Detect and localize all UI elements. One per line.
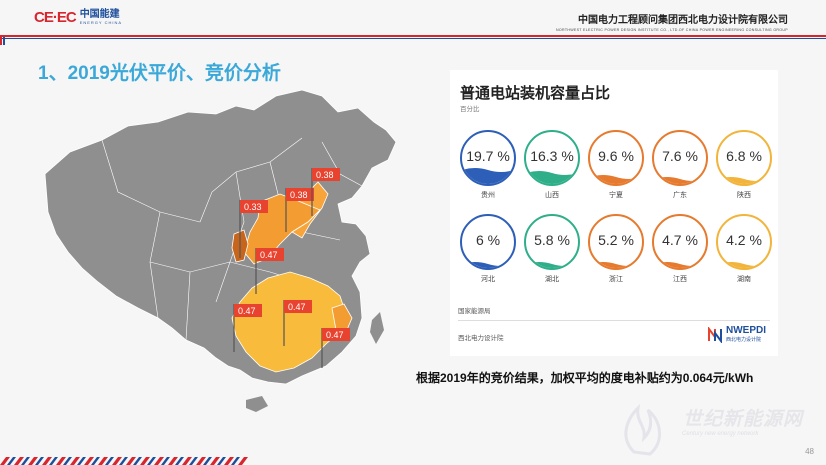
share-circle: 5.8 % (524, 214, 580, 270)
flag-3-label: 0.38 (316, 170, 334, 180)
share-circle-value: 16.3 % (530, 148, 574, 164)
share-circle-value: 5.2 % (598, 232, 634, 248)
source-label-1: 国家能源局 (458, 308, 491, 315)
share-circle-label: 宁夏 (609, 192, 623, 199)
map-flags: 0.33 0.38 0.38 0.47 0.47 (233, 168, 350, 368)
nwepdi-logo-icon (708, 326, 722, 343)
share-circle-label: 广东 (673, 192, 687, 199)
share-circle-value: 6 % (475, 232, 501, 248)
company-name-en: NORTHWEST ELECTRIC POWER DESIGN INSTITUT… (556, 28, 788, 32)
flag-5: 0.47 (233, 304, 262, 352)
logo-en-text: ENERGY CHINA (79, 20, 123, 25)
watermark-text-en: Century new energy network (682, 431, 759, 437)
flag-6: 0.47 (283, 300, 312, 346)
china-map: 0.33 0.38 0.38 0.47 0.47 (44, 89, 397, 412)
share-circle-wave (590, 262, 642, 268)
conclusion-text: 根据2019年的竞价结果，加权平均的度电补贴约为0.064元/kWh (416, 371, 754, 385)
share-circle-wave (654, 262, 706, 268)
share-circle-label: 湖北 (545, 276, 559, 283)
share-circle: 4.2 % (716, 214, 772, 270)
company-name-cn: 中国电力工程顾问集团西北电力设计院有限公司 (578, 15, 788, 26)
share-circle-value: 7.6 % (662, 148, 698, 164)
flag-4-label: 0.47 (260, 250, 278, 260)
panel-title: 普通电站装机容量占比 (460, 85, 611, 102)
share-circle-wave (526, 171, 578, 184)
nwepdi-logo-text: NWEPDI (726, 325, 766, 336)
flag-6-label: 0.47 (288, 302, 306, 312)
share-circle: 9.6 % (588, 130, 644, 186)
share-circle-wave (654, 177, 706, 184)
share-circle-label: 浙江 (609, 276, 623, 283)
header-divider-blue (0, 38, 826, 39)
share-circle-value: 6.8 % (726, 148, 762, 164)
share-circle-wave (590, 175, 642, 184)
share-circle: 19.7 % (460, 130, 516, 186)
share-circle-value: 4.7 % (662, 232, 698, 248)
flag-3: 0.38 (311, 168, 340, 216)
source-divider (458, 320, 770, 321)
energy-china-logo: CE·EC 中国能建 ENERGY CHINA (34, 9, 122, 26)
capacity-share-panel: 普通电站装机容量占比 百分比 19.7 % 贵州 16.3 % 山西 9.6 % 宁夏 7.… (450, 70, 778, 356)
footer-stripes (0, 457, 826, 465)
page-number: 48 (805, 447, 814, 456)
flag-5-label: 0.47 (238, 306, 256, 316)
share-circle-wave (718, 262, 770, 268)
flag-4: 0.47 (255, 248, 284, 294)
share-circle-label: 贵州 (481, 192, 495, 199)
flag-7: 0.47 (321, 328, 350, 368)
island-hainan (246, 396, 268, 412)
region-central-south-yellow (231, 271, 347, 373)
corner-decoration (0, 37, 5, 45)
share-circle-wave (718, 177, 770, 184)
share-circle-label: 陕西 (737, 192, 751, 199)
header-divider-red (0, 35, 826, 37)
share-circle-value: 4.2 % (726, 232, 762, 248)
watermark-flame-icon (624, 403, 661, 456)
nwepdi-logo-sub: 西北电力设计院 (726, 337, 762, 343)
share-circle: 6.8 % (716, 130, 772, 186)
share-circle-label: 河北 (481, 276, 495, 283)
share-circle-label: 江西 (673, 276, 687, 283)
source-label-2: 西北电力设计院 (458, 335, 504, 342)
region-hebei (291, 181, 329, 239)
flag-2-label: 0.38 (290, 190, 308, 200)
region-zhejiang (331, 303, 353, 333)
share-circle-value: 5.8 % (534, 232, 570, 248)
logo-cn-text: 中国能建 (79, 9, 120, 20)
share-circle-value: 19.7 % (466, 148, 510, 164)
province-borders (101, 137, 363, 341)
share-circle-value: 9.6 % (598, 148, 634, 164)
nwepdi-logo: NWEPDI 西北电力设计院 (707, 326, 766, 343)
island-taiwan (370, 312, 384, 344)
company-name: 中国电力工程顾问集团西北电力设计院有限公司 NORTHWEST ELECTRIC… (556, 11, 788, 32)
logo-mark: CE·EC (34, 9, 77, 26)
flag-7-label: 0.47 (326, 330, 344, 340)
flag-2: 0.38 (285, 188, 314, 232)
share-circle-wave (462, 262, 514, 268)
share-circle: 7.6 % (652, 130, 708, 186)
share-circle: 6 % (460, 214, 516, 270)
slide-title: 1、2019光伏平价、竞价分析 (38, 63, 281, 84)
share-circle-label: 山西 (545, 192, 559, 199)
share-circle: 16.3 % (524, 130, 580, 186)
share-circle-wave (526, 262, 578, 268)
flag-1-label: 0.33 (244, 202, 262, 212)
panel-subtitle: 百分比 (460, 106, 480, 113)
share-circle: 4.7 % (652, 214, 708, 270)
flag-1: 0.33 (239, 200, 268, 258)
share-circle-label: 湖南 (737, 276, 751, 283)
share-circle: 5.2 % (588, 214, 644, 270)
share-circle-wave (462, 168, 514, 184)
watermark-text-cn: 世纪新能源网 (683, 409, 804, 430)
